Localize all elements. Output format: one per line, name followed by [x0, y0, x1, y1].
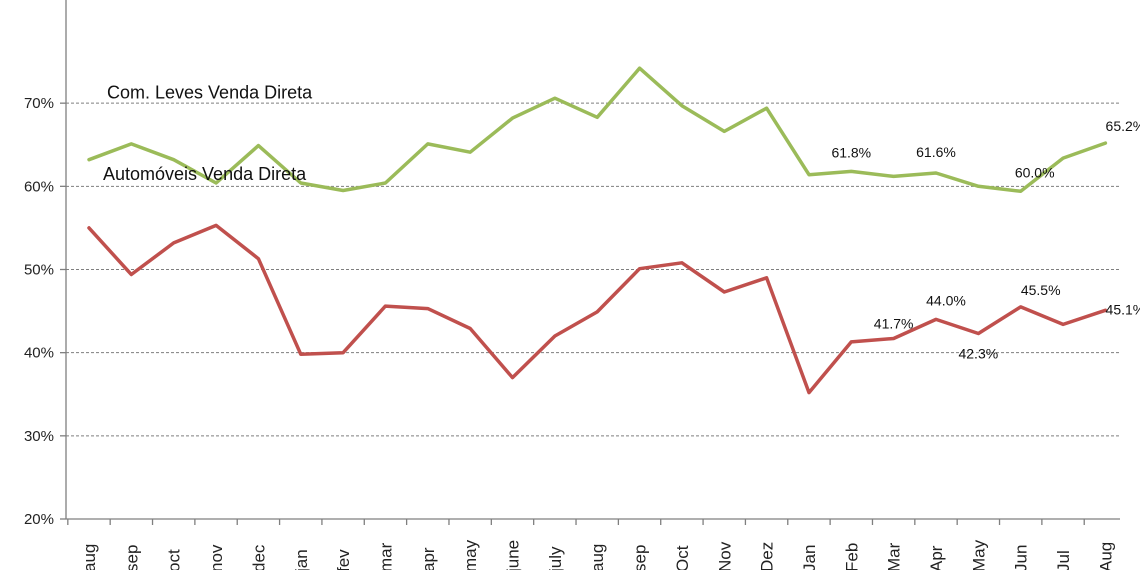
gridlines — [66, 102, 1120, 437]
y-tick-label: 60% — [24, 178, 54, 195]
y-tick-label: 70% — [24, 95, 54, 112]
x-tick-label: jan — [292, 549, 311, 570]
x-tick-label: Jun — [1012, 545, 1031, 570]
x-tick-label: apr — [419, 547, 438, 570]
x-tick-label: May — [969, 539, 988, 570]
x-tick-label: Mar — [885, 542, 904, 570]
x-tick-label: june — [504, 540, 523, 570]
x-tick-label: Oct — [673, 545, 692, 570]
series-lines — [87, 66, 1108, 395]
y-tick-label: 40% — [24, 345, 54, 362]
series-line-automoveis — [87, 223, 1108, 395]
data-label: 45.5% — [1021, 282, 1061, 298]
data-label: 41.7% — [874, 316, 914, 332]
x-tick-label: fev — [334, 549, 353, 570]
axes — [60, 0, 1120, 525]
x-tick-label: sep — [631, 545, 650, 570]
x-tick-label: mar — [376, 542, 395, 570]
series-line-com-leves — [87, 66, 1108, 194]
series-name-label: Automóveis Venda Direta — [103, 164, 307, 184]
data-label: 60.0% — [1015, 164, 1055, 180]
x-tick-label: Dez — [758, 542, 777, 570]
x-tick-label: Apr — [927, 545, 946, 570]
y-tick-label: 30% — [24, 428, 54, 445]
y-tick-label: 50% — [24, 262, 54, 279]
x-tick-label: aug — [80, 544, 99, 570]
x-tick-label: may — [461, 539, 480, 570]
x-tick-label: dec — [249, 544, 268, 570]
x-tick-label: Feb — [842, 543, 861, 570]
data-label: 44.0% — [926, 292, 966, 308]
data-label: 45.1% — [1106, 301, 1140, 317]
x-tick-label: sep — [122, 545, 141, 570]
y-tick-label: 20% — [24, 511, 54, 528]
x-tick-label: oct — [165, 549, 184, 570]
x-tick-label: Jan — [800, 545, 819, 570]
x-tick-label: Jul — [1054, 550, 1073, 570]
x-tick-label: july — [546, 546, 565, 570]
labels: 20% 30% 40% 50% 60% 70% aug sep oct nov dec jan fev m… — [24, 82, 1140, 570]
series-name-label: Com. Leves Venda Direta — [107, 82, 313, 102]
data-label: 61.8% — [831, 144, 871, 160]
x-tick-label: Nov — [715, 541, 734, 570]
data-label: 61.6% — [916, 144, 956, 160]
data-label: 65.2% — [1106, 118, 1140, 134]
data-label: 42.3% — [958, 346, 998, 362]
x-tick-label: aug — [588, 544, 607, 570]
x-tick-label: Aug — [1096, 542, 1115, 570]
x-tick-label: nov — [207, 544, 226, 570]
